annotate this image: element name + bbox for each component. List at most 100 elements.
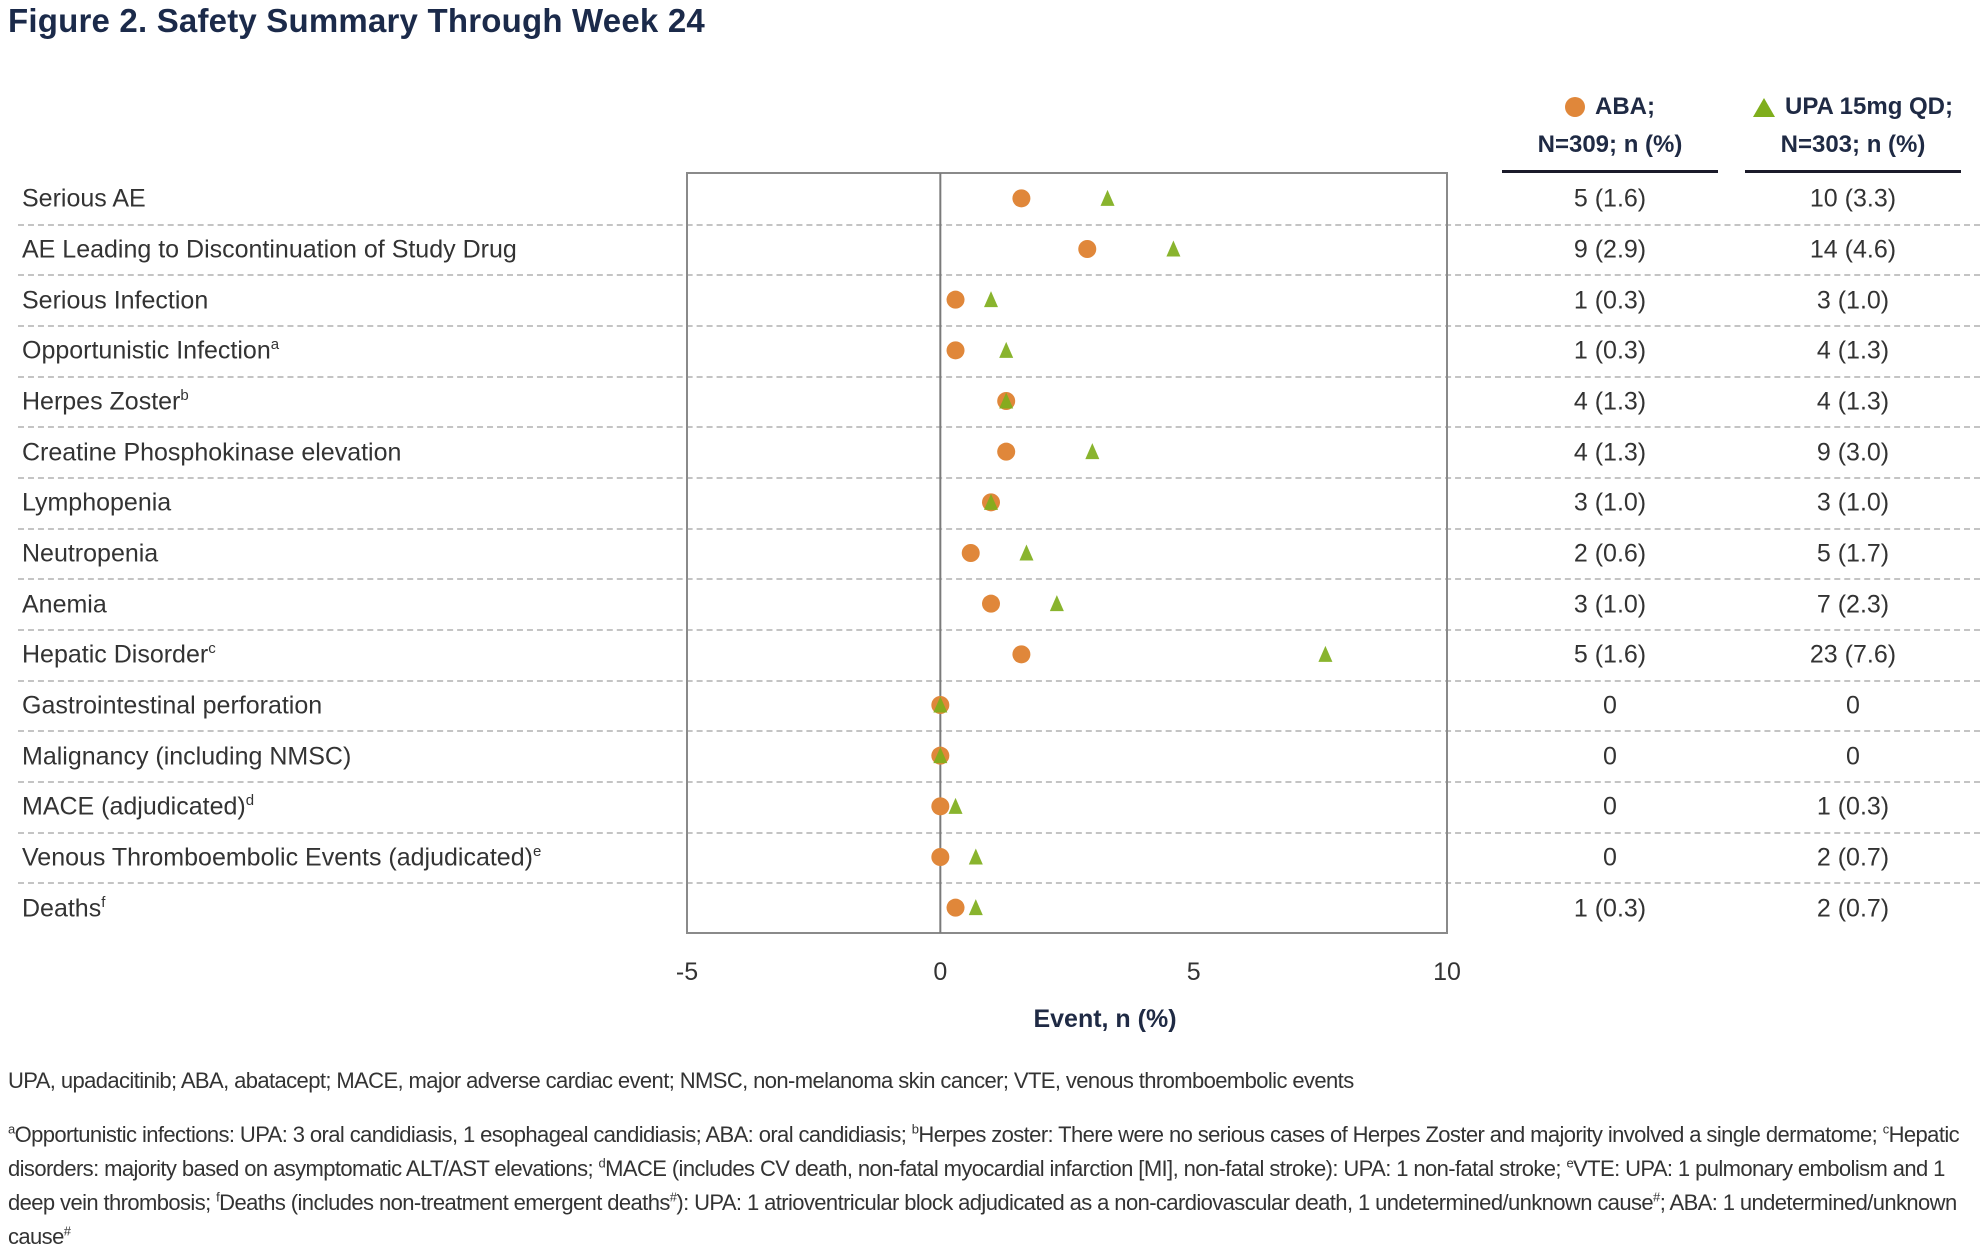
upa-point	[968, 899, 983, 916]
row-label: Gastrointestinal perforation	[22, 692, 322, 721]
footnote-marker: a	[270, 336, 280, 354]
footnote-marker: d	[598, 1155, 606, 1171]
row-label: Herpes Zosterb	[22, 388, 189, 417]
abbreviations-note: UPA, upadacitinib; ABA, abatacept; MACE,…	[8, 1068, 1354, 1093]
row-label-text: Creatine Phosphokinase elevation	[22, 438, 402, 467]
footnote-marker: c	[208, 640, 216, 658]
row-separator	[18, 578, 1980, 581]
footnote-text: MACE (includes CV death, non-fatal myoca…	[605, 1156, 1567, 1181]
footnote-text: Deaths (includes non-treatment emergent …	[219, 1190, 670, 1215]
x-tick-label: 10	[1433, 958, 1461, 986]
row-separator	[18, 730, 1980, 733]
value-cell-aba: 3 (1.0)	[1573, 590, 1647, 619]
footnote-marker: #	[1653, 1189, 1660, 1205]
upa-point	[933, 696, 948, 713]
upa-point	[999, 341, 1014, 358]
value-cell-aba: 2 (0.6)	[1573, 539, 1647, 568]
upa-point	[1318, 645, 1333, 662]
aba-point	[1012, 645, 1031, 664]
value-cell-upa: 4 (1.3)	[1816, 336, 1890, 365]
value-cell-aba: 0	[1603, 792, 1617, 821]
row-label-text: Neutropenia	[22, 539, 159, 568]
upa-point	[1049, 595, 1064, 612]
row-separator	[18, 325, 1980, 327]
upa-point	[933, 747, 948, 764]
row-label: Opportunistic Infectiona	[22, 337, 279, 366]
footnote-marker: #	[63, 1223, 71, 1239]
x-tick-label: 0	[933, 958, 948, 986]
row-label: Serious AE	[22, 185, 146, 214]
value-cell-upa: 0	[1846, 742, 1860, 771]
legend-upa-n: N=303; n (%)	[1780, 131, 1926, 158]
row-separator	[18, 223, 1980, 226]
footnote-marker: #	[669, 1189, 677, 1205]
aba-point	[982, 594, 1000, 613]
value-cell-aba: 4 (1.3)	[1573, 438, 1647, 467]
circle-marker-icon	[1565, 97, 1585, 117]
row-label: Anemia	[22, 590, 107, 619]
value-cell-upa: 1 (0.3)	[1816, 792, 1890, 821]
value-cell-aba: 5 (1.6)	[1573, 184, 1647, 213]
value-cell-aba: 3 (1.0)	[1573, 488, 1647, 517]
row-label: Serious Infection	[22, 286, 208, 315]
row-label: MACE (adjudicated)d	[22, 793, 254, 822]
row-separator	[18, 375, 1980, 378]
value-cell-aba: 5 (1.6)	[1573, 640, 1647, 669]
upa-point	[999, 392, 1014, 409]
row-separator	[18, 274, 1980, 277]
value-cell-upa: 10 (3.3)	[1809, 184, 1897, 213]
value-cell-aba: 0	[1603, 691, 1617, 720]
row-separator	[18, 426, 1980, 429]
value-cell-upa: 3 (1.0)	[1816, 286, 1890, 315]
legend-aba-label: ABA;	[1595, 93, 1655, 120]
triangle-marker-icon	[1752, 97, 1775, 117]
row-label: Neutropenia	[22, 540, 158, 569]
row-label-text: MACE (adjudicated)	[22, 792, 246, 821]
row-label-text: Hepatic Disorder	[22, 640, 209, 669]
row-label: Venous Thromboembolic Events (adjudicate…	[22, 844, 541, 873]
aba-point	[1012, 189, 1031, 208]
legend-upa-label: UPA 15mg QD;	[1784, 93, 1954, 120]
row-separator	[18, 477, 1980, 479]
aba-point	[1078, 240, 1097, 258]
footnote-text: ): UPA: 1 atrioventricular block adjudic…	[676, 1190, 1654, 1215]
row-label: Lymphopenia	[22, 489, 171, 518]
legend-aba-header: ABA; N=309; n (%)	[1502, 88, 1718, 173]
figure-title: Figure 2. Safety Summary Through Week 24	[8, 2, 705, 39]
row-label: Hepatic Disorderc	[22, 641, 216, 670]
legend-aba-n: N=309; n (%)	[1537, 131, 1683, 158]
value-cell-aba: 9 (2.9)	[1573, 235, 1647, 264]
upa-point	[1166, 240, 1181, 257]
footnote-marker: e	[1566, 1155, 1574, 1171]
value-cell-upa: 0	[1846, 691, 1860, 720]
header-underline	[1502, 170, 1718, 173]
upa-point	[1100, 189, 1115, 206]
footnotes: aOpportunistic infections: UPA: 3 oral c…	[8, 1118, 1976, 1254]
row-label-text: Herpes Zoster	[22, 387, 181, 416]
upa-point	[1085, 443, 1100, 460]
row-separator	[18, 781, 1980, 783]
footnote-text: Hepatic disorders: majority based on asy…	[8, 1122, 1960, 1181]
value-cell-upa: 5 (1.7)	[1816, 539, 1890, 568]
row-label: Deathsf	[22, 894, 105, 923]
value-cell-upa: 4 (1.3)	[1816, 387, 1890, 416]
row-separator	[18, 527, 1980, 530]
row-separator	[18, 629, 1980, 631]
header-underline	[1745, 170, 1961, 173]
row-label: Malignancy (including NMSC)	[22, 742, 351, 771]
row-label-text: Serious Infection	[22, 286, 209, 315]
value-cell-upa: 2 (0.7)	[1816, 894, 1890, 923]
footnote-text: Opportunistic infections: UPA: 3 oral ca…	[14, 1122, 912, 1147]
row-label-text: Malignancy (including NMSC)	[22, 742, 352, 771]
row-label-text: Venous Thromboembolic Events (adjudicate…	[22, 843, 533, 872]
aba-point	[931, 797, 950, 816]
aba-point	[946, 898, 965, 917]
footnote-marker: d	[245, 792, 255, 810]
aba-point	[946, 341, 965, 360]
footnote-marker: f	[101, 893, 106, 911]
value-cell-upa: 14 (4.6)	[1809, 235, 1897, 264]
footnote-marker: e	[532, 843, 542, 861]
footnote-marker: f	[216, 1189, 220, 1205]
value-cell-upa: 9 (3.0)	[1816, 438, 1890, 467]
